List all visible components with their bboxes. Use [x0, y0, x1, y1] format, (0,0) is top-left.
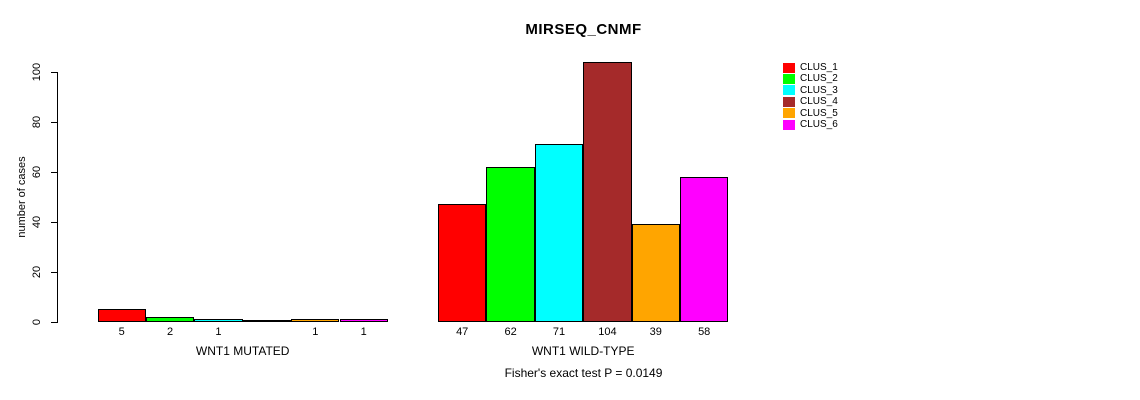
legend-label: CLUS_6 [800, 119, 838, 130]
group-label-wildtype: WNT1 WILD-TYPE [531, 344, 635, 358]
legend-item-clus_2: CLUS_2 [783, 73, 838, 84]
legend-item-clus_1: CLUS_1 [783, 62, 838, 73]
bar-count-label: 1 [360, 326, 367, 338]
legend-swatch-clus_2 [783, 73, 795, 84]
legend-label: CLUS_3 [800, 84, 838, 96]
bar-clus_4-mutated [242, 320, 292, 322]
legend-swatch-clus_6 [783, 119, 795, 130]
group-label-mutated: WNT1 MUTATED [195, 344, 290, 358]
y-tick-label: 40 [31, 215, 43, 229]
y-tick-mark [51, 172, 57, 173]
bar-clus_2-wildtype [486, 167, 535, 322]
y-tick-label: 80 [31, 115, 43, 129]
y-tick-mark [51, 322, 57, 323]
y-tick-label: 0 [31, 318, 43, 326]
bar-count-label: 5 [118, 326, 125, 338]
fisher-test-footer: Fisher's exact test P = 0.0149 [504, 366, 663, 380]
bar-clus_6-mutated [339, 319, 388, 322]
bar-count-label: 58 [698, 326, 711, 338]
y-tick-mark [51, 122, 57, 123]
legend-label: CLUS_2 [800, 73, 838, 85]
bar-clus_3-mutated [194, 319, 243, 322]
y-tick-mark [51, 222, 57, 223]
bar-clus_5-wildtype [631, 224, 680, 322]
y-tick-mark [51, 72, 57, 73]
legend-item-clus_6: CLUS_6 [783, 119, 838, 130]
legend-item-clus_4: CLUS_4 [783, 96, 838, 107]
bar-clus_5-mutated [291, 319, 340, 322]
bar-count-label: 71 [552, 326, 566, 338]
bar-clus_4-wildtype [583, 62, 632, 322]
legend-item-clus_5: CLUS_5 [783, 108, 838, 119]
bar-count-label: 2 [167, 326, 174, 338]
legend-swatch-clus_4 [783, 96, 795, 107]
bar-count-label: 47 [456, 326, 469, 338]
y-axis-line [57, 72, 58, 323]
y-axis-label: number of cases [16, 156, 28, 238]
bar-clus_3-wildtype [534, 144, 584, 322]
bar-clus_6-wildtype [680, 177, 729, 322]
legend-swatch-clus_1 [783, 62, 795, 73]
legend-label: CLUS_1 [800, 62, 838, 73]
y-tick-label: 100 [31, 62, 43, 82]
legend-item-clus_3: CLUS_3 [783, 85, 838, 96]
bar-clus_1-mutated [97, 309, 146, 322]
y-tick-label: 60 [31, 165, 43, 179]
legend-swatch-clus_3 [783, 85, 795, 96]
legend-label: CLUS_5 [800, 107, 838, 119]
y-tick-mark [51, 272, 57, 273]
legend-swatch-clus_5 [783, 108, 795, 119]
bar-count-label: 39 [649, 326, 662, 338]
bar-clus_2-mutated [145, 317, 195, 322]
chart-title: MIRSEQ_CNMF [525, 21, 642, 38]
y-tick-label: 20 [31, 265, 43, 279]
bar-count-label: 104 [598, 326, 617, 338]
bar-count-label: 1 [312, 326, 319, 338]
bar-count-label: 1 [215, 326, 222, 338]
bar-count-label: 62 [504, 326, 517, 338]
legend-label: CLUS_4 [800, 96, 838, 108]
bar-clus_1-wildtype [438, 204, 487, 322]
